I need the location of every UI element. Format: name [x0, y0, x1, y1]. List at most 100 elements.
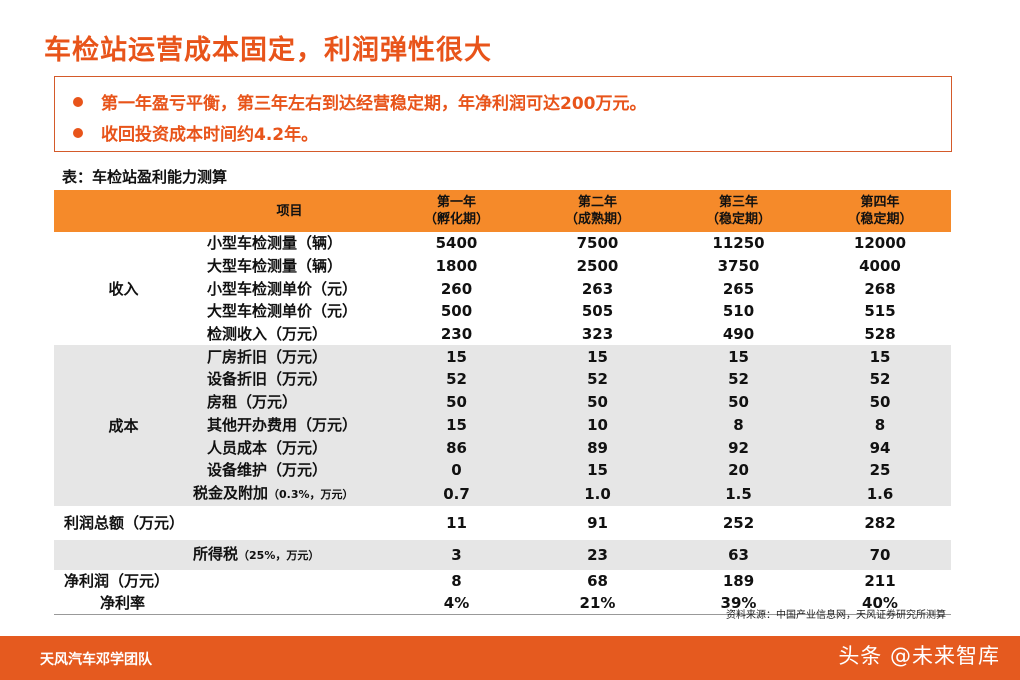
cell-value: 189 [668, 569, 809, 593]
summary-text-1: 第一年盈亏平衡，第三年左右到达经营稳定期，年净利润可达200万元。 [101, 94, 647, 114]
cell-value: 15 [527, 345, 668, 369]
header-year-2-stage: （成熟期） [564, 212, 630, 227]
cell-value: 92 [668, 436, 809, 459]
table-row: 人员成本（万元） 86 89 92 94 [54, 436, 951, 459]
cell-value: 7500 [527, 232, 668, 255]
cell-value: 1800 [386, 254, 527, 278]
cell-value: 15 [668, 345, 809, 369]
table-row: 设备维护（万元） 0 15 20 25 [54, 458, 951, 482]
cell-value: 21% [527, 592, 668, 616]
row-label: 大型车检测量（辆） [193, 254, 386, 278]
row-label: 大型车检测单价（元） [193, 300, 386, 323]
cell-value: 5400 [386, 232, 527, 255]
cell-value: 211 [809, 569, 951, 593]
cell-value: 8 [386, 569, 527, 593]
slide-title: 车检站运营成本固定，利润弹性很大 [44, 35, 492, 66]
table-caption: 表：车检站盈利能力测算 [62, 168, 228, 186]
cell-value: 50 [668, 390, 809, 414]
cell-value: 260 [386, 277, 527, 301]
table-row: 所得税（25%，万元） 3 23 63 70 [54, 539, 951, 570]
table-row: 房租（万元） 50 50 50 50 [54, 390, 951, 414]
cell-value: 39% [668, 592, 809, 616]
cell-value: 528 [809, 322, 951, 346]
cell-value: 50 [527, 390, 668, 414]
cell-value: 50 [809, 390, 951, 414]
row-label: 其他开办费用（万元） [193, 413, 386, 437]
total-profit-section: 利润总额（万元） 11 91 252 282 [54, 505, 951, 540]
cell-value: 52 [668, 368, 809, 391]
cell-value: 52 [809, 368, 951, 391]
category-income: 收入 [54, 232, 193, 346]
cell-value: 15 [809, 345, 951, 369]
row-label: 设备维护（万元） [193, 458, 386, 482]
category-cost: 成本 [54, 345, 193, 506]
cell-value: 323 [527, 322, 668, 346]
cell-value: 282 [809, 505, 951, 540]
cell-value: 70 [809, 539, 951, 570]
cell-value: 1.6 [809, 481, 951, 506]
header-year-4-name: 第四年 [860, 195, 900, 210]
income-tax-section: 所得税（25%，万元） 3 23 63 70 [54, 539, 951, 570]
row-label: 人员成本（万元） [193, 436, 386, 459]
cell-value: 0 [386, 458, 527, 482]
cell-value: 15 [386, 413, 527, 437]
cell-value: 8 [668, 413, 809, 437]
cell-value: 25 [809, 458, 951, 482]
cell-value: 0.7 [386, 481, 527, 506]
cell-value: 11250 [668, 232, 809, 255]
header-year-3-stage: （稳定期） [705, 212, 771, 227]
cell-value: 500 [386, 300, 527, 323]
cell-value: 15 [527, 458, 668, 482]
cost-section: 成本 厂房折旧（万元） 15 15 15 15 设备折旧（万元） 52 52 5… [54, 345, 951, 506]
cell-value: 265 [668, 277, 809, 301]
blank-cell [54, 539, 193, 570]
row-label: 小型车检测量（辆） [193, 232, 386, 255]
income-section: 收入 小型车检测量（辆） 5400 7500 11250 12000 大型车检测… [54, 232, 951, 346]
table-row: 税金及附加（0.3%，万元） 0.7 1.0 1.5 1.6 [54, 481, 951, 506]
tax-surcharge-rate: （0.3%，万元） [268, 487, 354, 501]
cell-value: 52 [527, 368, 668, 391]
cell-value: 3 [386, 539, 527, 570]
table-row: 大型车检测量（辆） 1800 2500 3750 4000 [54, 254, 951, 278]
cell-value: 515 [809, 300, 951, 323]
header-year-3: 第三年 （稳定期） [668, 190, 809, 232]
bullet-icon [73, 96, 83, 107]
total-profit-label: 利润总额（万元） [54, 505, 386, 540]
cell-value: 23 [527, 539, 668, 570]
table-row: 小型车检测单价（元） 260 263 265 268 [54, 277, 951, 301]
header-blank [54, 190, 193, 232]
income-tax-label: 所得税 [193, 544, 239, 563]
profitability-table: 项目 第一年 （孵化期） 第二年 （成熟期） 第三年 （稳定期） 第四年 （稳定期） 收… [54, 190, 951, 616]
table-row: 大型车检测单价（元） 500 505 510 515 [54, 300, 951, 323]
cell-value: 490 [668, 322, 809, 346]
bullet-icon [73, 127, 83, 138]
table-header-row: 项目 第一年 （孵化期） 第二年 （成熟期） 第三年 （稳定期） 第四年 （稳定期） [54, 190, 951, 232]
footer-bar: 天风汽车邓学团队 头条 @未来智库 [0, 636, 1020, 680]
cell-value: 89 [527, 436, 668, 459]
row-label: 房租（万元） [193, 390, 386, 414]
header-year-4: 第四年 （稳定期） [809, 190, 951, 232]
row-label: 所得税（25%，万元） [193, 539, 386, 570]
net-profit-section: 净利润（万元） 8 68 189 211 净利率 4% 21% 39% 40% [54, 569, 951, 616]
table-row: 收入 小型车检测量（辆） 5400 7500 11250 12000 [54, 232, 951, 346]
table-row: 设备折旧（万元） 52 52 52 52 [54, 368, 951, 391]
cell-value: 91 [527, 505, 668, 540]
row-label: 小型车检测单价（元） [193, 277, 386, 301]
net-profit-label: 净利润（万元） [54, 569, 386, 593]
header-year-1-stage: （孵化期） [423, 212, 489, 227]
cell-value: 268 [809, 277, 951, 301]
cell-value: 252 [668, 505, 809, 540]
cell-value: 230 [386, 322, 527, 346]
row-label: 检测收入（万元） [193, 322, 386, 346]
row-label: 税金及附加（0.3%，万元） [193, 481, 386, 506]
cell-value: 1.5 [668, 481, 809, 506]
cell-value: 63 [668, 539, 809, 570]
summary-item-1: 第一年盈亏平衡，第三年左右到达经营稳定期，年净利润可达200万元。 [73, 89, 647, 114]
table-row: 检测收入（万元） 230 323 490 528 [54, 322, 951, 346]
watermark: 头条 @未来智库 [838, 644, 1000, 668]
source-note: 资料来源：中国产业信息网，天风证券研究所测算 [726, 610, 946, 621]
footer-team: 天风汽车邓学团队 [40, 652, 152, 668]
cell-value: 8 [809, 413, 951, 437]
cell-value: 263 [527, 277, 668, 301]
cell-value: 52 [386, 368, 527, 391]
